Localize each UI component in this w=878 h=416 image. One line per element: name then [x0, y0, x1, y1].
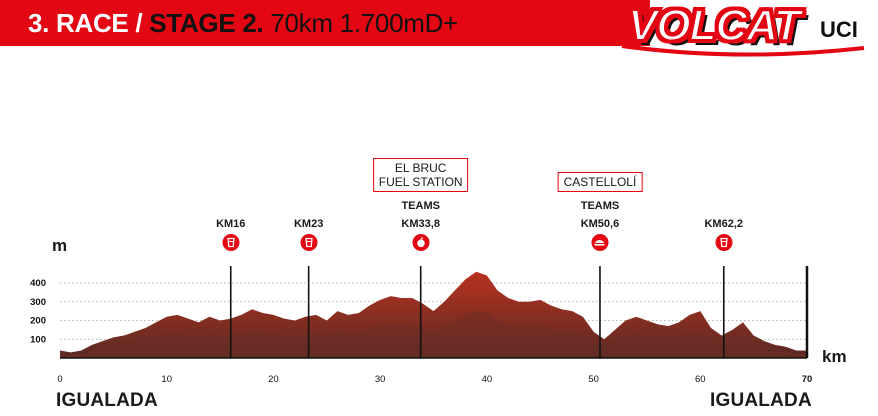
- x-tick-label: 50: [588, 374, 599, 385]
- x-tick-label: 70: [802, 374, 813, 385]
- teams-label: TEAMS: [401, 200, 440, 212]
- x-axis-ticks: 0 10 20 30 40 50 60 70: [57, 374, 812, 385]
- food-icon: [412, 234, 430, 251]
- logo-swoosh-icon: [621, 44, 865, 57]
- drink-icon: [715, 234, 733, 251]
- checkpoint-lines: [229, 266, 725, 358]
- checkpoint-km33-8-label: KM33,8: [401, 218, 440, 230]
- x-axis: [60, 266, 809, 359]
- stage-label: STAGE 2.: [149, 8, 264, 38]
- fuel-station-label: FUEL STATION: [378, 175, 463, 189]
- end-place-label: IGUALADA: [710, 390, 812, 411]
- drink-icon: [300, 234, 318, 251]
- el-bruc-fuel-station-box: EL BRUC FUEL STATION: [372, 158, 469, 192]
- logo-brand-text: VOLCAT: [627, 1, 802, 50]
- castelloli-label: CASTELLOLÍ: [563, 175, 637, 189]
- y-tick-label: 200: [30, 316, 46, 327]
- checkpoint-km50-6-label: KM50,6: [580, 218, 620, 230]
- stage-details: 70km 1.700mD+: [270, 8, 458, 38]
- y-tick-label: 400: [30, 278, 46, 289]
- checkpoint-km16-label: KM16: [216, 218, 246, 230]
- logo-uci-text: UCI: [818, 17, 860, 42]
- volcat-logo: VOLCAT UCI: [618, 0, 878, 60]
- y-axis-ticks: 100 200 300 400: [30, 278, 46, 345]
- race-label: 3. RACE /: [28, 8, 143, 38]
- el-bruc-label: EL BRUC: [394, 161, 447, 175]
- header-bar: [0, 0, 650, 46]
- x-tick-label: 40: [482, 374, 493, 385]
- drink-icon: [222, 234, 240, 251]
- start-place-label: IGUALADA: [56, 390, 158, 411]
- x-axis-unit-label: km: [822, 347, 847, 366]
- y-tick-label: 100: [30, 334, 46, 345]
- y-tick-label: 300: [30, 297, 46, 308]
- x-tick-label: 30: [375, 374, 386, 385]
- elevation-area-fill: [60, 271, 807, 358]
- page-title: 3. RACE / STAGE 2. 70km 1.700mD+: [28, 6, 458, 40]
- checkpoint-km62-2-label: KM62,2: [704, 218, 744, 230]
- y-axis-unit-label: m: [52, 236, 68, 255]
- castelloli-box: CASTELLOLÍ: [557, 172, 643, 192]
- teams-label: TEAMS: [580, 200, 620, 212]
- x-tick-label: 10: [161, 374, 172, 385]
- x-tick-label: 20: [268, 374, 279, 385]
- meal-icon: [591, 234, 609, 251]
- checkpoint-km23-label: KM23: [293, 218, 324, 230]
- x-tick-label: 60: [695, 374, 706, 385]
- elevation-area: [60, 271, 807, 358]
- elevation-area-shade: [60, 310, 807, 358]
- x-tick-label: 0: [57, 374, 62, 385]
